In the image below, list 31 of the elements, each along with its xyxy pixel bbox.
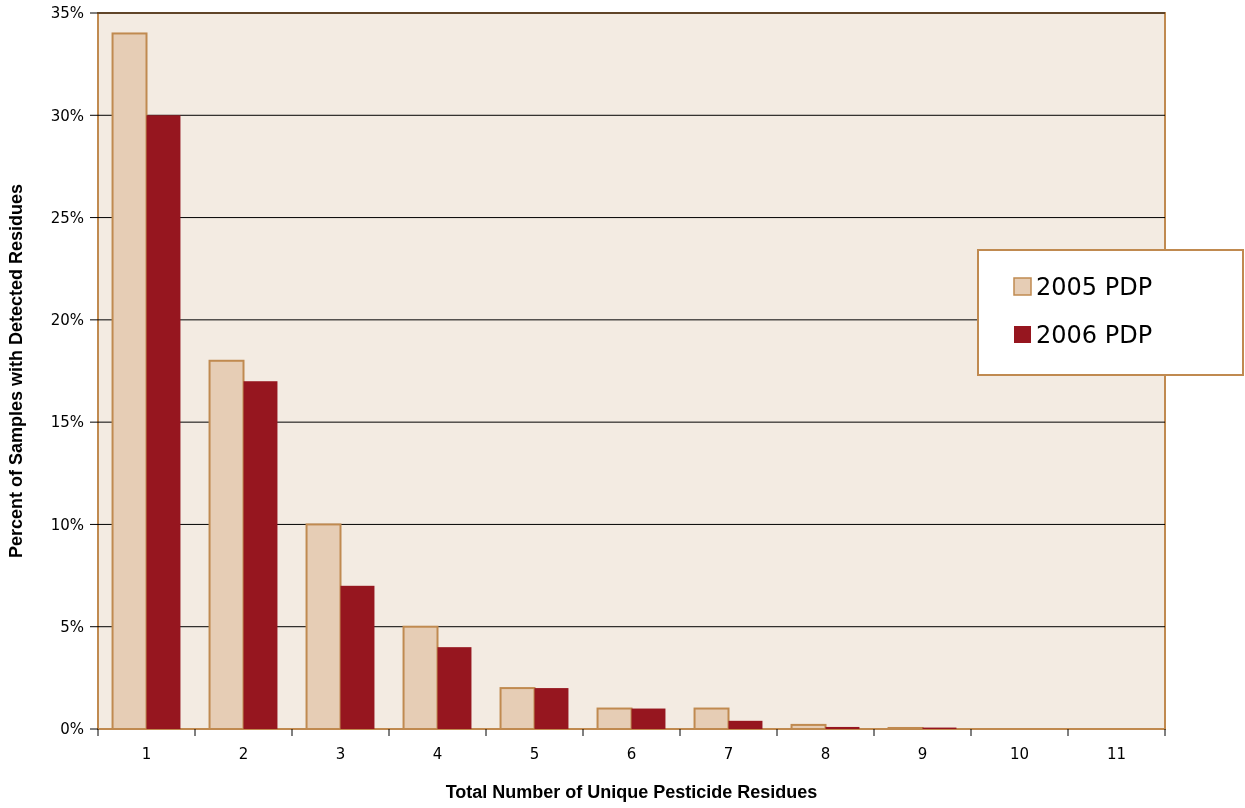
y-tick-label: 35% <box>50 4 84 23</box>
x-tick-label: 2 <box>238 745 249 763</box>
x-tick-label: 7 <box>723 745 734 763</box>
bar <box>728 720 763 729</box>
bar <box>631 708 666 729</box>
x-tick-label: 10 <box>1009 745 1030 763</box>
legend-label: 2006 PDP <box>1036 321 1153 350</box>
bar <box>534 688 569 729</box>
bar <box>243 381 278 729</box>
bar <box>437 647 472 729</box>
legend-label: 2005 PDP <box>1036 273 1153 302</box>
y-tick-label: 5% <box>60 617 84 636</box>
y-tick-label: 10% <box>50 515 84 534</box>
y-tick-label: 15% <box>50 413 84 432</box>
x-tick-label: 5 <box>529 745 540 763</box>
x-tick-label: 8 <box>820 745 831 763</box>
y-tick-label: 0% <box>60 720 84 739</box>
x-tick-label: 6 <box>626 745 637 763</box>
y-axis-title: Percent of Samples with Detected Residues <box>6 183 26 559</box>
y-tick-label: 30% <box>50 106 84 125</box>
x-axis-title: Total Number of Unique Pesticide Residues <box>445 782 818 802</box>
x-tick-label: 4 <box>432 745 443 763</box>
bar <box>146 115 181 729</box>
bar <box>340 585 375 729</box>
x-tick-label: 11 <box>1106 745 1127 763</box>
x-tick-label: 1 <box>141 745 152 763</box>
y-tick-label: 25% <box>50 208 84 227</box>
y-tick-label: 20% <box>50 311 84 330</box>
x-tick-label: 9 <box>917 745 928 763</box>
x-tick-label: 3 <box>335 745 346 763</box>
bar <box>825 726 860 729</box>
